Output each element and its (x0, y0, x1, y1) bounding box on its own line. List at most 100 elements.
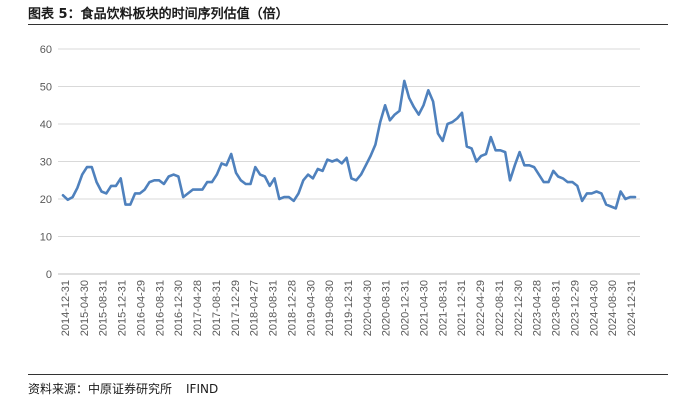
data-point (244, 183, 247, 185)
x-tick-label: 2017-04-28 (192, 280, 204, 336)
x-tick-label: 2023-08-31 (551, 280, 563, 336)
data-point (288, 196, 290, 199)
data-point (600, 192, 603, 195)
data-point (374, 143, 377, 146)
data-point (504, 151, 507, 154)
x-tick-label: 2015-12-31 (117, 280, 129, 336)
data-point (480, 154, 483, 157)
data-point (388, 119, 391, 122)
x-tick-label: 2022-12-30 (513, 280, 525, 336)
data-point (518, 151, 521, 154)
data-point (206, 181, 209, 184)
data-point (292, 199, 295, 202)
data-point (624, 198, 627, 200)
data-point (114, 184, 117, 187)
data-point (427, 89, 430, 92)
data-point (542, 181, 545, 184)
data-point (485, 153, 487, 155)
x-tick-label: 2024-04-30 (588, 280, 600, 336)
data-point (470, 147, 473, 150)
data-point (215, 173, 218, 176)
data-point (225, 164, 228, 167)
data-point (187, 192, 189, 195)
data-point (62, 194, 64, 197)
x-tick-label: 2023-12-29 (569, 280, 581, 336)
data-point (350, 177, 353, 180)
data-point (201, 188, 204, 191)
data-point (475, 160, 478, 163)
data-point (590, 192, 593, 195)
data-point (441, 139, 444, 142)
data-point (177, 175, 180, 178)
data-point (561, 177, 564, 180)
data-point (239, 179, 242, 182)
data-point (172, 173, 175, 176)
data-point (235, 171, 237, 174)
data-point (432, 100, 435, 103)
data-point (461, 111, 463, 114)
data-point (581, 199, 584, 202)
x-tick-label: 2017-08-31 (211, 280, 223, 336)
data-point (90, 166, 93, 169)
y-tick-label: 60 (40, 44, 52, 56)
data-point (326, 158, 329, 161)
top-rule (28, 24, 668, 25)
data-point (619, 190, 622, 193)
data-point (369, 154, 372, 157)
x-tick-label: 2016-12-30 (173, 280, 185, 336)
data-point (610, 205, 612, 208)
y-tick-label: 0 (46, 269, 52, 281)
data-point (533, 166, 535, 169)
data-point (465, 145, 468, 148)
data-point (403, 79, 406, 82)
data-point (499, 149, 502, 152)
source-name: IFIND (186, 382, 219, 396)
data-point (302, 179, 305, 182)
data-point (345, 156, 348, 159)
data-point (182, 196, 185, 199)
data-point (139, 192, 141, 195)
data-point (340, 162, 343, 165)
data-point (100, 190, 103, 193)
data-point (81, 173, 84, 176)
data-point (230, 153, 233, 155)
data-point (105, 192, 108, 195)
data-point (220, 162, 223, 165)
data-point (129, 203, 132, 206)
data-point (153, 179, 156, 182)
y-tick-label: 50 (40, 82, 52, 94)
data-point (283, 196, 286, 199)
series-line (61, 79, 637, 210)
data-point (417, 113, 420, 116)
x-tick-label: 2019-04-30 (305, 280, 317, 336)
data-point (110, 184, 112, 187)
data-point (576, 184, 579, 187)
source-note: 资料来源：中原证券研究所 IFIND (28, 380, 218, 397)
figure-title: 图表 5：食品饮料板块的时间序列估值（倍） (28, 7, 289, 22)
data-point (586, 192, 588, 195)
data-point (163, 183, 165, 185)
data-point (167, 175, 170, 178)
data-point (494, 149, 497, 152)
x-tick-label: 2017-12-29 (230, 280, 242, 336)
x-tick-label: 2024-12-31 (626, 280, 638, 336)
data-point (398, 109, 401, 112)
x-tick-label: 2015-04-30 (79, 280, 91, 336)
data-point (571, 181, 574, 184)
data-point (509, 179, 511, 182)
data-point (437, 132, 439, 135)
data-point (254, 166, 257, 169)
data-point (259, 173, 261, 176)
x-tick-label: 2015-08-31 (98, 280, 110, 336)
data-point (66, 198, 69, 201)
data-point (537, 173, 540, 176)
x-tick-label: 2021-08-31 (437, 280, 449, 336)
data-point (71, 196, 74, 199)
data-point (523, 164, 526, 167)
data-point (297, 192, 300, 195)
data-point (143, 188, 146, 191)
data-point (566, 181, 569, 184)
data-point (393, 113, 396, 116)
data-point (124, 203, 127, 206)
